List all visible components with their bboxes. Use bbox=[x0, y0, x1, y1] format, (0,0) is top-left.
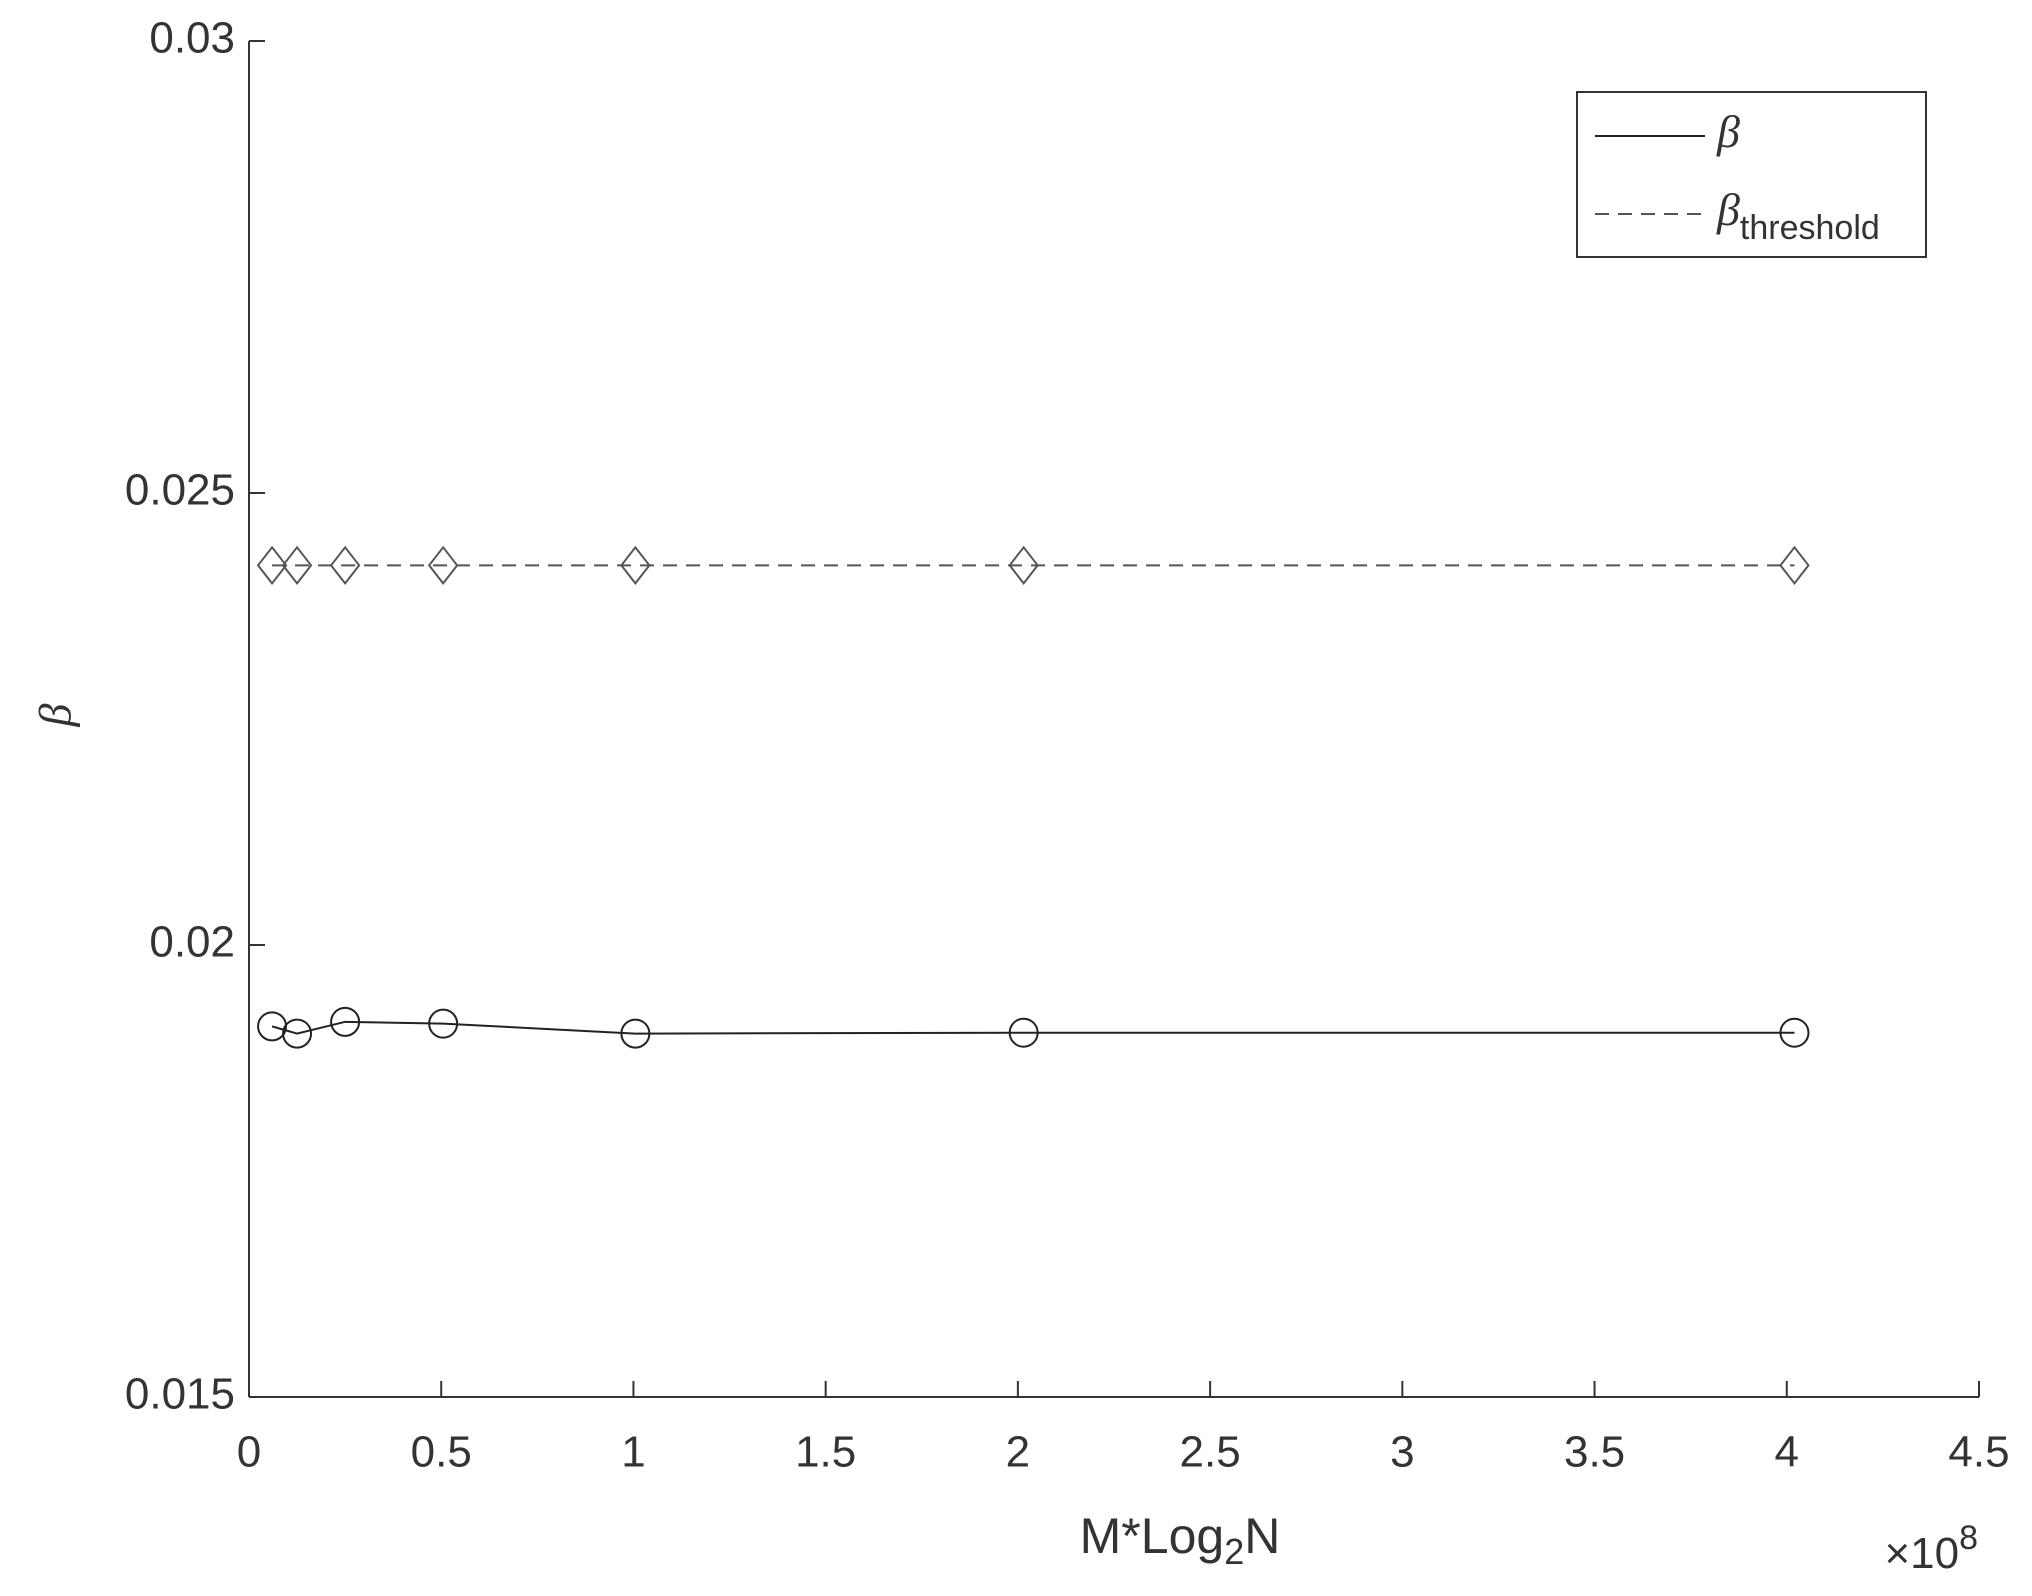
x-tick-label: 2 bbox=[1006, 1428, 1030, 1477]
x-tick-label: 2.5 bbox=[1180, 1428, 1241, 1477]
legend-box bbox=[1576, 91, 1927, 258]
marker bbox=[1008, 1017, 1039, 1048]
marker bbox=[1008, 545, 1039, 585]
x-multiplier-base: ×10 bbox=[1884, 1529, 1959, 1578]
x-tick-label: 0.5 bbox=[411, 1428, 472, 1477]
marker bbox=[620, 1018, 651, 1049]
x-label-tail: N bbox=[1244, 1508, 1280, 1564]
x-label-subscript: 2 bbox=[1224, 1531, 1244, 1572]
series-line bbox=[271, 1020, 1795, 1035]
marker bbox=[427, 545, 459, 585]
marker bbox=[330, 1006, 361, 1037]
legend-label: βthreshold bbox=[1716, 184, 1880, 247]
x-multiplier: ×108 bbox=[1884, 1519, 1978, 1578]
marker bbox=[256, 545, 288, 585]
marker bbox=[329, 545, 361, 585]
y-tick-label: 0.03 bbox=[149, 14, 235, 63]
y-tick-label: 0.015 bbox=[125, 1370, 235, 1419]
x-tick-label: 4.5 bbox=[1948, 1428, 2009, 1477]
marker bbox=[281, 545, 313, 585]
y-axis-label: β bbox=[30, 703, 81, 727]
x-tick-label: 3.5 bbox=[1564, 1428, 1625, 1477]
legend-label: β bbox=[1716, 106, 1740, 157]
legend-subscript: threshold bbox=[1740, 209, 1880, 247]
legend-name: β bbox=[1716, 184, 1740, 235]
marker bbox=[282, 1018, 313, 1049]
y-tick-label: 0.02 bbox=[149, 918, 235, 967]
x-tick-label: 0 bbox=[237, 1428, 261, 1477]
y-tick-label: 0.025 bbox=[125, 466, 235, 515]
x-tick-label: 1 bbox=[621, 1428, 645, 1477]
x-tick-label: 1.5 bbox=[795, 1428, 856, 1477]
marker bbox=[1779, 1017, 1810, 1048]
x-tick-label: 3 bbox=[1390, 1428, 1414, 1477]
x-multiplier-exponent: 8 bbox=[1959, 1519, 1978, 1557]
legend-name: β bbox=[1716, 106, 1740, 157]
marker bbox=[620, 545, 651, 585]
marker bbox=[428, 1008, 459, 1039]
x-axis-label: M*Log2N bbox=[1080, 1508, 1281, 1571]
x-label-main: M*Log bbox=[1080, 1508, 1225, 1564]
marker bbox=[1779, 545, 1810, 585]
x-tick-label: 4 bbox=[1775, 1428, 1799, 1477]
